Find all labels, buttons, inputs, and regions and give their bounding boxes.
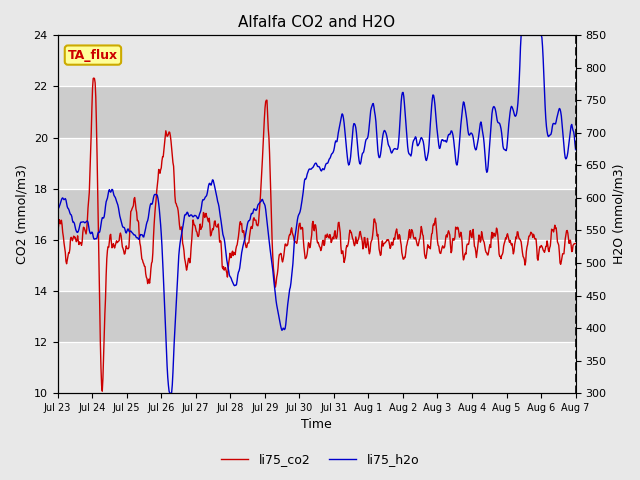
Bar (58, 138, 575, 189)
li75_h2o (572, 147, 579, 153)
li75_h2o (447, 128, 455, 134)
Bar (58, 36, 575, 86)
li75_co2 (501, 239, 509, 244)
Y-axis label: H2O (mmol/m3): H2O (mmol/m3) (612, 164, 625, 264)
li75_h2o (385, 142, 392, 147)
Title: Alfalfa CO2 and H2O: Alfalfa CO2 and H2O (238, 15, 395, 30)
li75_co2 (86, 190, 93, 195)
li75_co2 (99, 388, 106, 394)
Y-axis label: CO2 (mmol/m3): CO2 (mmol/m3) (15, 164, 28, 264)
li75_co2 (572, 240, 579, 246)
Bar (58, 342, 575, 393)
li75_h2o (54, 206, 61, 212)
li75_co2 (448, 248, 456, 254)
li75_h2o (500, 146, 508, 152)
Bar (58, 240, 575, 291)
li75_co2 (54, 228, 61, 234)
Bar (58, 86, 575, 138)
Line: li75_h2o: li75_h2o (58, 36, 575, 393)
li75_co2 (369, 226, 377, 231)
Bar (58, 291, 575, 342)
Legend: li75_co2, li75_h2o: li75_co2, li75_h2o (216, 448, 424, 471)
X-axis label: Time: Time (301, 419, 332, 432)
Line: li75_co2: li75_co2 (58, 78, 575, 391)
li75_h2o (369, 101, 376, 107)
li75_h2o (86, 228, 93, 233)
li75_co2 (356, 229, 364, 235)
li75_co2 (90, 75, 98, 81)
li75_h2o (355, 157, 363, 163)
Bar (58, 189, 575, 240)
Text: TA_flux: TA_flux (68, 48, 118, 61)
li75_co2 (385, 238, 393, 244)
li75_h2o (166, 390, 173, 396)
li75_h2o (517, 33, 525, 38)
